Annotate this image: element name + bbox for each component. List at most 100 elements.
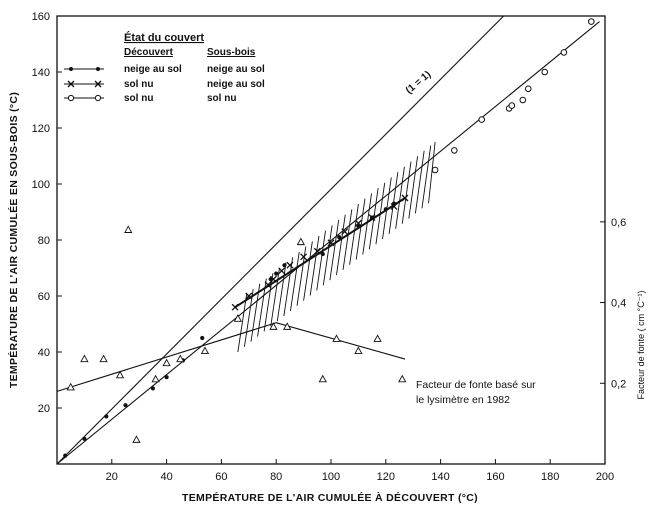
legend: État du couvert Découvert Sous-bois neig… [64, 31, 265, 104]
legend-decouvert-1: neige au sol [124, 64, 182, 75]
data-point-triangle [200, 346, 210, 355]
band-hatch-line [421, 145, 432, 209]
data-point-triangle [99, 354, 108, 363]
data-point-cross [264, 281, 272, 289]
annotation-line-1: Facteur de fonte basé sur [416, 379, 536, 391]
legend-marker-dot [96, 67, 100, 71]
data-point-dot [123, 403, 128, 408]
data-point-cross [231, 303, 239, 311]
y-axis: 20 40 60 80 100 120 140 160 [32, 11, 62, 415]
series-line-regression [56, 21, 600, 465]
data-point-triangle [269, 322, 278, 330]
data-point-triangle [151, 374, 160, 383]
legend-entry: neige au sol neige au sol [64, 64, 265, 75]
data-point-cross [300, 253, 308, 261]
data-point-circle [478, 116, 486, 123]
legend-sous-bois-1: neige au sol [207, 64, 265, 75]
legend-marker-circle [67, 94, 75, 102]
legend-marker-cross [94, 80, 102, 88]
data-point-triangle [373, 334, 382, 342]
band-hatch-line [414, 150, 425, 214]
data-point-circle [519, 96, 527, 104]
legend-sous-bois-3: sol nu [207, 93, 236, 104]
series-lines [56, 15, 600, 465]
data-point-cross [368, 214, 376, 222]
data-point-circle [431, 166, 439, 174]
x-tick-label: 200 [596, 471, 614, 483]
x-axis-title: TEMPÉRATURE DE L'AIR CUMULÉE À DÉCOUVERT… [182, 491, 478, 504]
band-hatch-line [237, 294, 248, 353]
data-point-circle [524, 85, 532, 93]
legend-title: État du couvert [124, 31, 204, 44]
x-axis: 20 40 60 80 100 120 140 160 180 200 [106, 459, 614, 483]
data-point-cross [245, 292, 253, 300]
y2-tick-label: 0,4 [611, 298, 626, 310]
data-point-cross [390, 202, 398, 210]
band-hatch-line [401, 161, 412, 224]
band-hatch-line [342, 209, 353, 270]
annotation-line-2: le lysimètre en 1982 [416, 394, 510, 406]
series-line-cross-fit [234, 197, 406, 309]
series-line-1:1 [56, 15, 505, 465]
band-hatch-line [290, 251, 300, 311]
y-tick-label: 20 [38, 403, 50, 415]
y2-axis: 0,2 0,4 0,6 [600, 217, 626, 390]
y-tick-label: 80 [38, 235, 50, 247]
band-hatch-line [428, 141, 436, 204]
band-outline [238, 142, 435, 352]
legend-entry: sol nu sol nu [64, 93, 236, 104]
y-tick-label: 120 [32, 123, 50, 135]
band-hatch-line [309, 235, 320, 296]
data-point-triangle [124, 225, 133, 233]
x-tick-label: 140 [431, 471, 449, 483]
band-hatch-line [270, 267, 280, 327]
x-tick-label: 20 [106, 471, 118, 483]
legend-sous-bois-2: neige au sol [207, 79, 265, 90]
data-point-circle [541, 68, 549, 76]
band-hatch-line [355, 198, 366, 260]
data-point-circle [560, 49, 568, 56]
data-point-cross [354, 219, 362, 227]
x-tick-label: 100 [322, 471, 340, 483]
data-point-dot [320, 251, 325, 257]
data-point-triangle [162, 358, 171, 367]
data-point-dot [200, 335, 205, 341]
x-tick-label: 60 [215, 471, 227, 483]
data-point-triangle [398, 374, 407, 383]
data-point-circle [588, 18, 595, 25]
data-point-circle [451, 147, 458, 154]
legend-decouvert-2: sol nu [124, 79, 153, 90]
data-point-cross [270, 275, 277, 283]
legend-decouvert-3: sol nu [124, 93, 153, 104]
data-point-cross [286, 261, 294, 269]
data-point-dot [383, 207, 388, 212]
band-hatch-line [408, 156, 419, 219]
legend-marker-cross [67, 80, 75, 88]
data-point-triangle [176, 354, 185, 363]
band-hatch-line [250, 283, 261, 342]
legend-marker-dot [69, 67, 73, 71]
y-tick-label: 100 [32, 179, 50, 191]
data-point-dot [63, 453, 68, 458]
x-tick-label: 120 [377, 471, 395, 483]
data-point-triangle [283, 322, 292, 330]
data-point-dot [274, 271, 279, 276]
data-point-triangle [115, 370, 125, 379]
legend-header-decouvert: Découvert [124, 47, 174, 58]
data-point-dot [282, 263, 287, 268]
one-to-one-label: (1 = 1) [404, 69, 433, 96]
y2-axis-title: Facteur de fonte ( cm °C⁻¹) [636, 291, 646, 400]
band-hatch-line [322, 225, 333, 286]
data-point-dot [82, 436, 87, 441]
data-point-triangle [318, 374, 327, 383]
y-axis-title: TEMPÉRATURE DE L'AIR CUMULÉE EN SOUS-BOI… [7, 92, 20, 388]
data-point-cross [278, 267, 286, 275]
y2-tick-label: 0,6 [611, 217, 626, 229]
y-tick-label: 60 [38, 291, 50, 303]
band-hatch-line [395, 166, 405, 229]
data-point-cross [401, 194, 409, 202]
data-point-cross [313, 247, 321, 255]
data-points [63, 18, 595, 458]
x-tick-label: 40 [160, 471, 172, 483]
data-point-cross [327, 239, 335, 247]
